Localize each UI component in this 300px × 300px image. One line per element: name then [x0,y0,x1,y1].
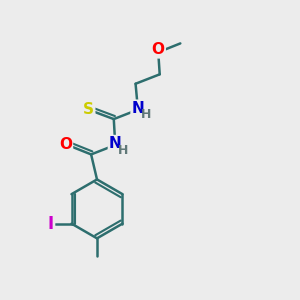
Text: I: I [48,214,54,232]
Text: O: O [59,136,72,152]
Text: H: H [141,109,152,122]
Text: H: H [118,144,129,157]
Text: N: N [132,101,144,116]
Text: O: O [152,42,165,57]
Text: N: N [109,136,122,151]
Text: S: S [83,102,94,117]
